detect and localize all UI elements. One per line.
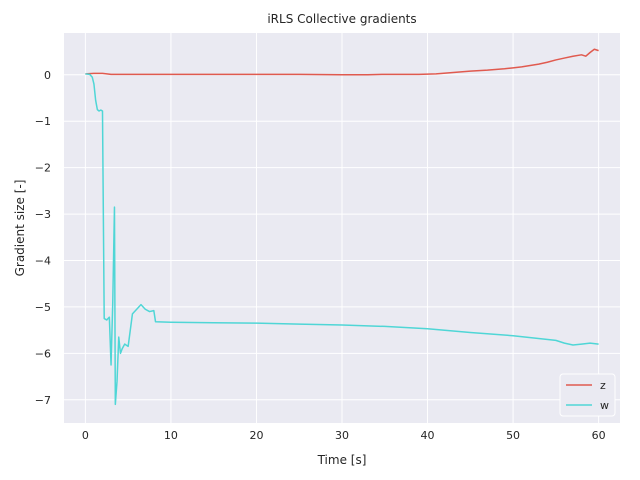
x-tick-label: 10 — [164, 429, 178, 442]
x-tick-label: 30 — [335, 429, 349, 442]
ticks: 0 10 20 30 40 50 60 0 −1 −2 −3 −4 −5 −6 −7 — [35, 69, 606, 442]
y-tick-label: −1 — [35, 115, 51, 128]
legend-label-z: z — [600, 379, 606, 392]
y-axis-label: Gradient size [-] — [13, 180, 27, 277]
y-tick-label: −5 — [35, 301, 51, 314]
legend-label-w: w — [600, 399, 609, 412]
series-line-z — [85, 48, 599, 76]
y-tick-label: −3 — [35, 208, 51, 221]
x-tick-label: 40 — [421, 429, 435, 442]
y-tick-label: −7 — [35, 394, 51, 407]
series-layer — [85, 48, 599, 406]
x-tick-label: 0 — [82, 429, 89, 442]
x-tick-label: 60 — [592, 429, 606, 442]
series-line-w — [85, 73, 599, 406]
x-tick-label: 20 — [249, 429, 263, 442]
chart-title: iRLS Collective gradients — [267, 12, 416, 26]
x-axis-label: Time [s] — [317, 453, 367, 467]
x-tick-label: 50 — [506, 429, 520, 442]
legend: zw — [559, 373, 616, 417]
y-tick-label: 0 — [44, 69, 51, 82]
y-tick-label: −2 — [35, 162, 51, 175]
y-tick-label: −4 — [35, 255, 51, 268]
y-tick-label: −6 — [35, 347, 51, 360]
